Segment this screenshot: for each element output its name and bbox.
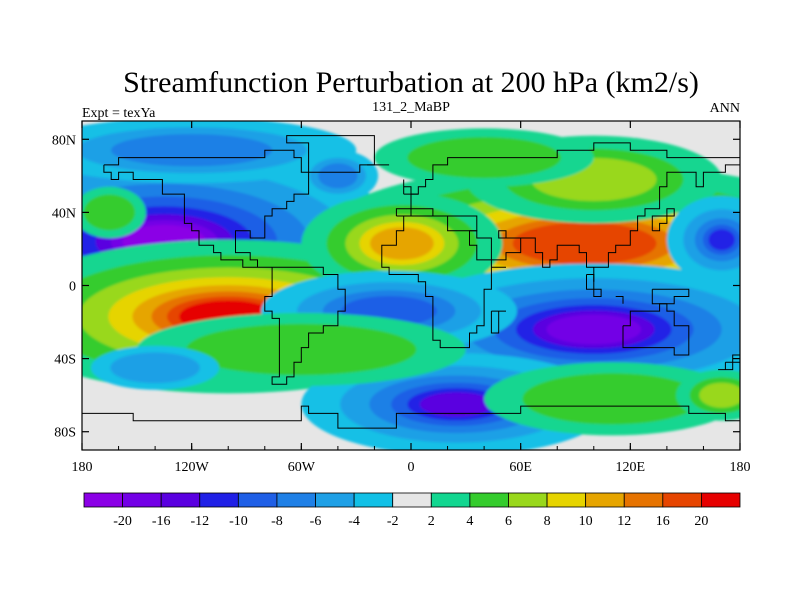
coastline-11 <box>490 310 506 334</box>
coastline-0 <box>103 149 310 268</box>
x-tick-label-5: 120E <box>616 460 646 475</box>
colorbar-label-8: 2 <box>428 514 435 529</box>
coastline-7 <box>586 274 602 297</box>
contour-band-13-1 <box>110 352 200 384</box>
colorbar-swatch-0 <box>83 492 123 508</box>
contour-band-4-6 <box>546 314 642 345</box>
coastline-10 <box>651 208 675 232</box>
right-string: ANN <box>710 101 740 116</box>
coastline-5 <box>286 135 375 173</box>
x-axis: 180 120W 60W 0 60E 120E 180 <box>72 121 751 475</box>
colorbar-label-9: 4 <box>466 514 473 529</box>
contour-fills <box>82 121 740 450</box>
y-axis: 80N 40N 0 40S 80S <box>52 133 740 441</box>
coastline-9 <box>651 288 690 305</box>
colorbar-label-11: 8 <box>544 514 551 529</box>
contour-band-10-1 <box>522 373 702 425</box>
y-tick-label-0: 80N <box>52 133 76 148</box>
x-tick-label-2: 60W <box>288 460 316 475</box>
contour-band-2-6 <box>512 222 657 265</box>
coastline-4 <box>622 303 690 356</box>
colorbar-label-0: -20 <box>113 514 132 529</box>
contour-band-15-2 <box>318 163 358 189</box>
colorbar-label-4: -8 <box>271 514 283 529</box>
colorbar-swatch-2 <box>160 492 201 508</box>
colorbar-swatch-15 <box>662 492 702 508</box>
y-tick-label-3: 40S <box>54 353 76 368</box>
y-tick-label-1: 40N <box>52 206 76 221</box>
colorbar-swatch-9 <box>430 492 471 508</box>
colorbar-label-13: 12 <box>617 514 631 529</box>
coastline-3 <box>395 142 740 282</box>
colorbar-swatch-13 <box>585 492 625 508</box>
colorbar-swatch-16 <box>701 492 741 508</box>
left-string: Expt = texYa <box>82 106 156 121</box>
colorbar-label-6: -4 <box>348 514 360 529</box>
colorbar-swatch-1 <box>122 492 162 508</box>
contour-band-6-5 <box>419 392 494 417</box>
colorbar-label-14: 16 <box>656 514 670 529</box>
colorbar: -20 -16 -12 -10 -8 -6 -4 -2 2 4 6 8 10 12 16 20 <box>83 492 741 529</box>
contour-band-12-4 <box>708 229 735 251</box>
contour-band-11-1 <box>83 194 135 231</box>
colorbar-label-5: -6 <box>310 514 322 529</box>
colorbar-label-15: 20 <box>694 514 708 529</box>
contour-band-8-2 <box>111 134 273 167</box>
coastline-8 <box>615 296 624 304</box>
colorbar-swatch-11 <box>508 492 548 508</box>
colorbar-swatch-3 <box>199 492 239 508</box>
coastlines <box>82 135 740 429</box>
colorbar-swatch-12 <box>546 492 587 508</box>
colorbar-swatch-10 <box>469 492 509 508</box>
colorbar-label-10: 6 <box>505 514 512 529</box>
coastline-1 <box>264 266 346 385</box>
x-tick-label-1: 120W <box>175 460 210 475</box>
colorbar-label-12: 10 <box>579 514 593 529</box>
coastline-14 <box>718 354 740 371</box>
x-tick-label-6: 180 <box>730 460 751 475</box>
colorbar-label-2: -12 <box>190 514 209 529</box>
colorbar-label-3: -10 <box>229 514 248 529</box>
y-tick-label-2: 0 <box>69 280 76 295</box>
contour-band-3-4 <box>370 227 434 260</box>
chart-title: Streamfunction Perturbation at 200 hPa (… <box>123 66 699 99</box>
colorbar-label-1: -16 <box>152 514 171 529</box>
center-string: 131_2_MaBP <box>372 100 450 115</box>
colorbar-label-7: -2 <box>387 514 399 529</box>
y-tick-label-4: 80S <box>54 426 76 441</box>
coastline-12 <box>403 179 419 195</box>
x-tick-label-0: 180 <box>72 460 93 475</box>
contour-band-14-2 <box>699 382 740 408</box>
coastline-6 <box>82 405 740 429</box>
colorbar-swatch-14 <box>623 492 664 508</box>
colorbar-swatch-5 <box>276 492 316 508</box>
colorbar-swatch-6 <box>315 492 355 508</box>
colorbar-swatch-7 <box>353 492 394 508</box>
plot-area <box>82 121 740 450</box>
x-tick-label-4: 60E <box>509 460 532 475</box>
x-tick-label-3: 0 <box>408 460 415 475</box>
colorbar-swatch-8 <box>392 492 432 508</box>
colorbar-swatch-4 <box>237 492 278 508</box>
